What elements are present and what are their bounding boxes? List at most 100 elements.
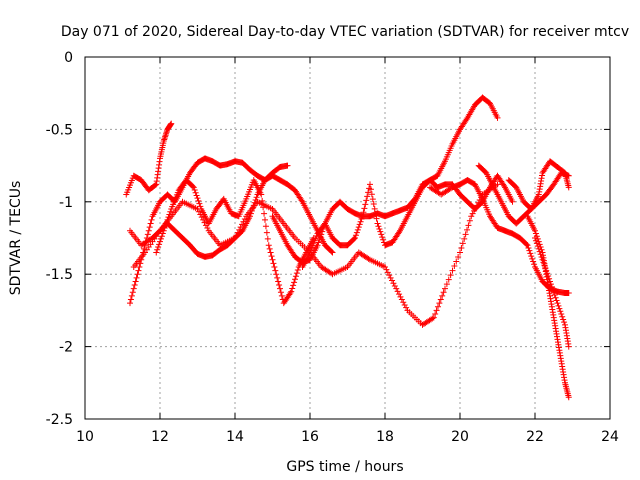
axis-ticks <box>84 56 611 420</box>
data-point <box>401 301 408 308</box>
data-point <box>160 227 167 234</box>
data-point <box>136 263 143 270</box>
data-point <box>550 289 557 296</box>
data-point <box>233 232 240 239</box>
data-point <box>430 314 437 321</box>
data-point <box>451 263 458 270</box>
data-point <box>317 234 324 241</box>
data-point <box>372 210 379 217</box>
data-point <box>397 293 404 300</box>
data-point <box>375 223 382 230</box>
data-point <box>146 224 153 231</box>
y-tick-labels: 0 -0.5 -1 -1.5 -2 -2.5 <box>46 50 73 428</box>
data-point <box>265 242 272 249</box>
data-point <box>540 259 547 266</box>
data-point <box>278 292 285 299</box>
data-point <box>329 249 336 256</box>
data-point <box>362 201 369 208</box>
data-point <box>396 291 403 298</box>
data-point <box>166 211 173 218</box>
data-point <box>556 305 563 312</box>
data-point <box>190 184 197 191</box>
data-point <box>437 296 444 303</box>
data-point <box>189 183 196 190</box>
data-point <box>294 267 301 274</box>
data-point <box>539 256 546 263</box>
data-point <box>530 258 537 265</box>
data-point <box>260 204 267 211</box>
data-point <box>194 195 201 202</box>
data-point <box>535 245 542 252</box>
data-point <box>398 296 405 303</box>
data-point <box>258 191 265 198</box>
data-point <box>459 240 466 247</box>
data-point <box>359 213 366 220</box>
data-point <box>554 300 561 307</box>
data-point <box>145 227 152 234</box>
x-tick-label: 12 <box>151 429 169 445</box>
data-point <box>547 278 553 285</box>
data-point <box>241 215 248 222</box>
series-sat-l <box>532 235 572 350</box>
chart-title: Day 071 of 2020, Sidereal Day-to-day VTE… <box>61 24 629 40</box>
data-point <box>363 197 370 204</box>
data-point <box>298 197 305 204</box>
data-point <box>532 227 538 234</box>
data-point <box>129 289 136 296</box>
data-point <box>386 272 393 279</box>
data-point <box>367 181 373 188</box>
data-point <box>523 241 530 248</box>
data-point <box>272 267 279 274</box>
data-point <box>274 274 281 281</box>
series-sat-j <box>505 158 572 213</box>
data-point <box>135 267 142 274</box>
data-point <box>134 271 141 278</box>
data-point <box>379 234 386 241</box>
data-point <box>365 189 372 196</box>
data-point <box>453 258 460 265</box>
data-point <box>559 313 566 320</box>
data-point <box>528 253 535 260</box>
data-point <box>532 230 539 237</box>
data-point <box>288 288 295 295</box>
data-point <box>292 276 298 283</box>
data-point <box>436 300 443 307</box>
data-point <box>232 235 238 241</box>
data-point <box>393 285 400 292</box>
data-point <box>197 203 204 210</box>
data-point <box>292 273 299 280</box>
data-point <box>455 254 462 261</box>
data-point <box>237 224 244 231</box>
data-point <box>538 254 545 261</box>
data-point <box>204 225 211 232</box>
data-point <box>269 256 276 263</box>
data-point <box>289 285 296 292</box>
data-point <box>131 282 138 289</box>
data-point <box>526 247 533 254</box>
data-point <box>168 120 175 127</box>
data-point <box>387 274 394 281</box>
data-point <box>364 193 371 200</box>
data-point <box>440 289 447 296</box>
x-axis-label: GPS time / hours <box>286 459 403 475</box>
data-point <box>534 243 541 250</box>
data-point <box>532 237 539 244</box>
data-point <box>466 217 473 224</box>
data-point <box>270 260 277 267</box>
data-point <box>253 194 260 201</box>
data-point <box>163 219 170 226</box>
data-point <box>365 255 372 262</box>
data-point <box>141 245 148 252</box>
data-point <box>384 269 391 276</box>
data-point <box>157 238 163 245</box>
x-tick-labels: 10 12 14 16 18 20 22 24 <box>76 429 619 445</box>
data-point <box>396 229 403 236</box>
data-point <box>196 200 203 207</box>
data-point <box>291 279 298 286</box>
data-point <box>531 261 538 268</box>
y-tick-label: -0.5 <box>46 122 73 138</box>
data-point <box>553 297 560 304</box>
data-point <box>355 224 362 231</box>
data-point <box>565 290 572 297</box>
data-point <box>148 216 155 223</box>
